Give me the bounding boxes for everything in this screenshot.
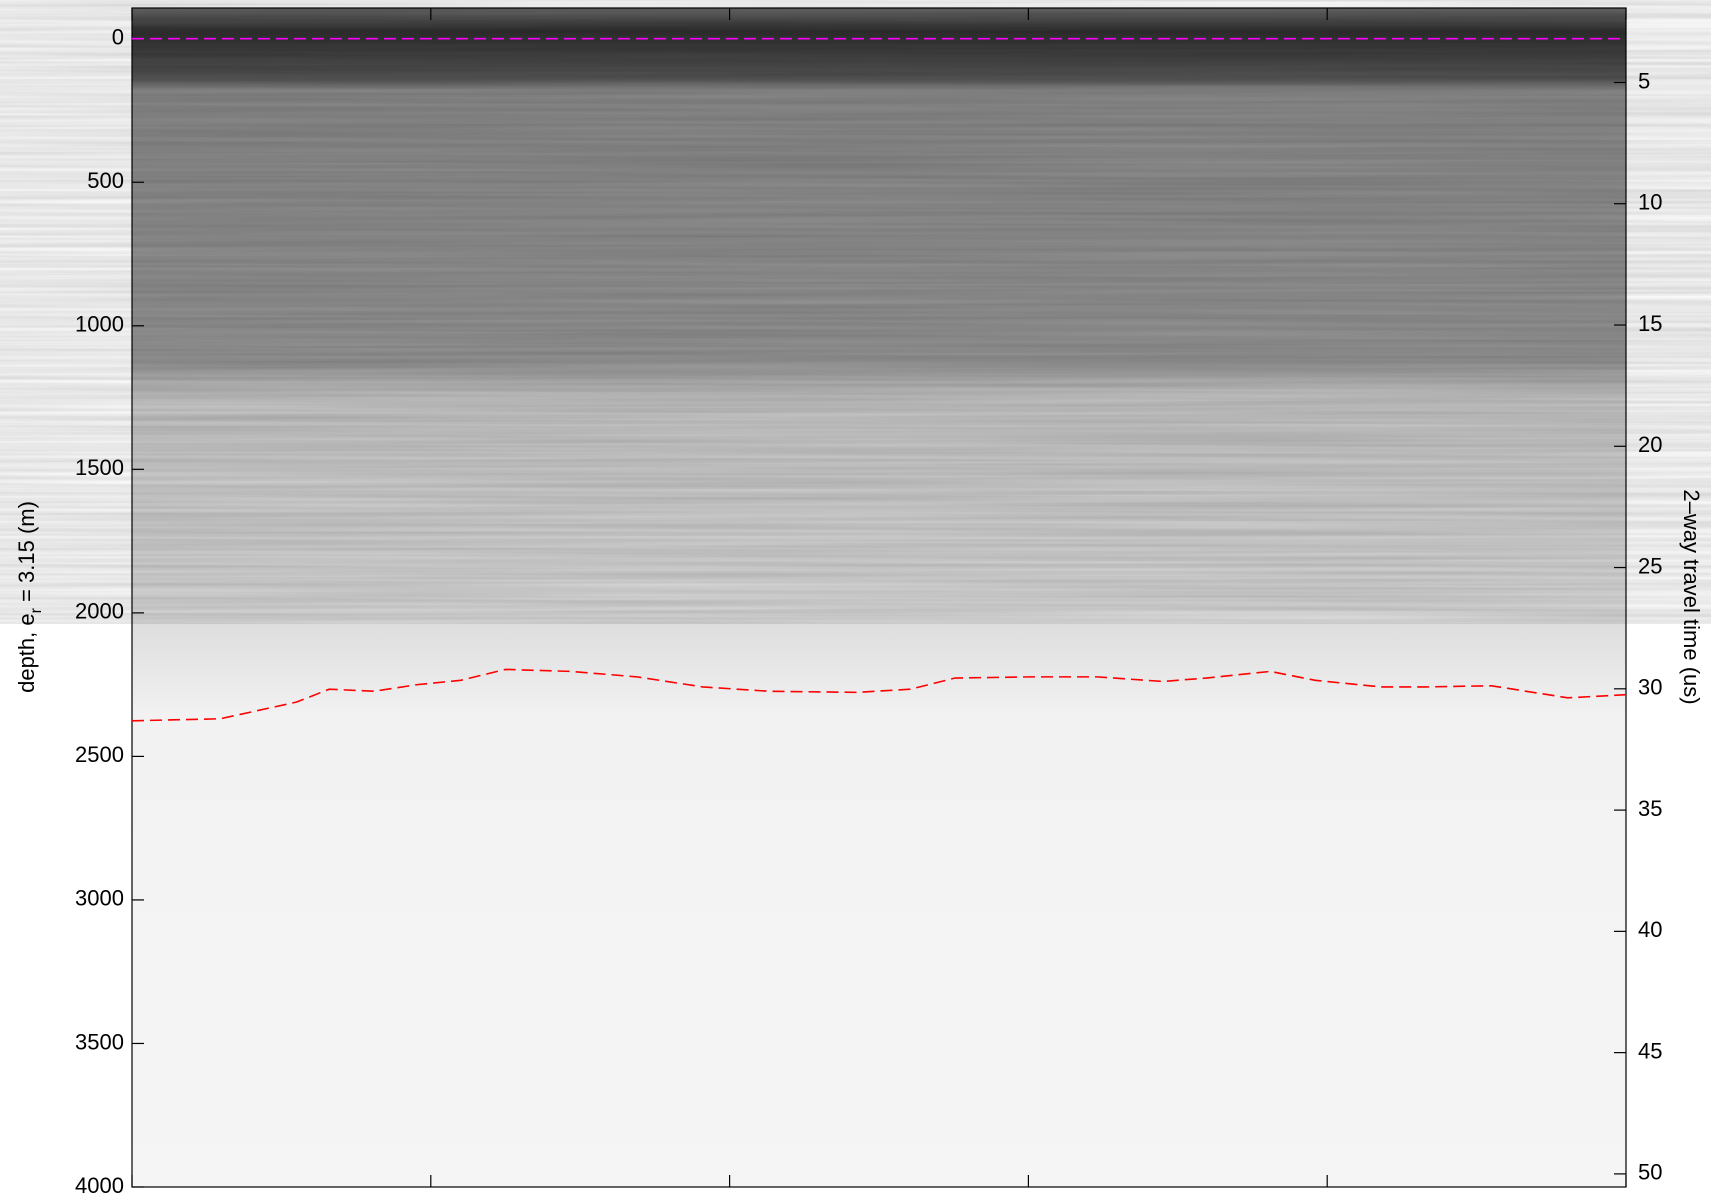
y-tick-label: 1500 [75, 455, 124, 480]
pick-line [131, 668, 1627, 722]
y-tick-label: 4000 [75, 1173, 124, 1193]
y2-tick-label: 50 [1638, 1160, 1662, 1185]
y-tick-label: 3500 [75, 1029, 124, 1054]
y2-tick-label: 35 [1638, 796, 1662, 821]
radargram-layers [132, 8, 1626, 568]
y-tick-label: 3000 [75, 886, 124, 911]
y2-tick-label: 40 [1638, 917, 1662, 942]
y-axis-label: depth, er = 3.15 (m) [14, 501, 45, 693]
y2-tick-label: 25 [1638, 553, 1662, 578]
y-tick-label: 2500 [75, 742, 124, 767]
plot-frame [131, 7, 1627, 1188]
y2-tick-label: 45 [1638, 1038, 1662, 1063]
y2-tick-label: 15 [1638, 311, 1662, 336]
y-tick-label: 0 [112, 25, 124, 50]
y-tick-label: 1000 [75, 312, 124, 337]
y2-tick-label: 20 [1638, 432, 1662, 457]
y2-tick-label: 5 [1638, 68, 1650, 93]
y-tick-label: 2000 [75, 599, 124, 624]
y2-axis-label: 2–way travel time (us) [1679, 489, 1704, 704]
y-tick-label: 500 [87, 168, 124, 193]
y2-tick-label: 10 [1638, 190, 1662, 215]
y2-tick-label: 30 [1638, 675, 1662, 700]
